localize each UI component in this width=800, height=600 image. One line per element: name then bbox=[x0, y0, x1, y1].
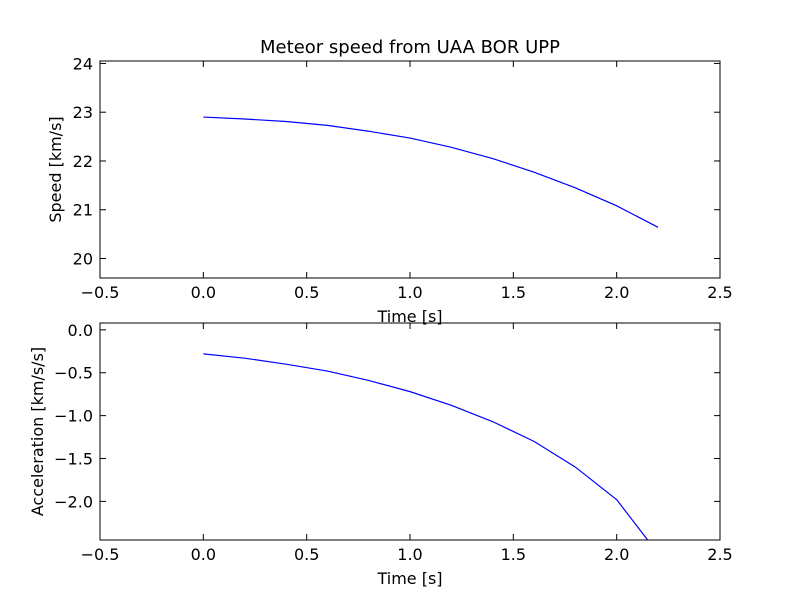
x-tick-label: 2.0 bbox=[604, 283, 629, 302]
y-tick-label: −2.0 bbox=[54, 492, 93, 511]
x-axis-label: Time [s] bbox=[376, 569, 442, 588]
subplot-2: −0.5 0.0 0.5 1.0 1.5 2.0 2.5 0.0 −0.5 −1.0 −1.5 −2.… bbox=[28, 321, 733, 588]
x-tick-label: 2.5 bbox=[707, 545, 732, 564]
x-tick-label: 0.0 bbox=[191, 545, 216, 564]
y-tick-label: 21 bbox=[73, 201, 93, 220]
x-tick-label: 0.5 bbox=[294, 283, 319, 302]
plot-frame bbox=[99, 322, 721, 541]
x-tick-label: 2.0 bbox=[604, 545, 629, 564]
y-axis-label: Acceleration [km/s/s] bbox=[28, 347, 47, 516]
subplot-1: −0.5 0.0 0.5 1.0 1.5 2.0 2.5 20 21 22 23 24 Time [s]… bbox=[46, 37, 733, 326]
x-tick-label: 2.5 bbox=[707, 283, 732, 302]
x-tick-label: 1.5 bbox=[501, 283, 526, 302]
y-tick-label: 22 bbox=[73, 152, 93, 171]
x-tick-label: −0.5 bbox=[81, 545, 120, 564]
series-line-1 bbox=[203, 353, 649, 540]
x-axis-label: Time [s] bbox=[376, 307, 442, 326]
y-tick-label: −1.5 bbox=[54, 450, 93, 469]
y-tick-label: 24 bbox=[73, 54, 93, 73]
plot-frame bbox=[99, 60, 721, 279]
x-tick-label: 1.0 bbox=[397, 545, 422, 564]
x-tick-label: 1.5 bbox=[501, 545, 526, 564]
y-tick-label: 23 bbox=[73, 103, 93, 122]
series-line-1 bbox=[203, 116, 659, 228]
x-tick-label: −0.5 bbox=[81, 283, 120, 302]
chart-title: Meteor speed from UAA BOR UPP bbox=[260, 37, 560, 58]
y-tick-label: −0.5 bbox=[54, 364, 93, 383]
x-tick-label: 0.5 bbox=[294, 545, 319, 564]
x-tick-label: 1.0 bbox=[397, 283, 422, 302]
y-tick-label: −1.0 bbox=[54, 407, 93, 426]
y-tick-label: 20 bbox=[73, 249, 93, 268]
y-tick-label: 0.0 bbox=[68, 321, 93, 340]
y-axis-label: Speed [km/s] bbox=[46, 116, 65, 222]
x-tick-label: 0.0 bbox=[191, 283, 216, 302]
